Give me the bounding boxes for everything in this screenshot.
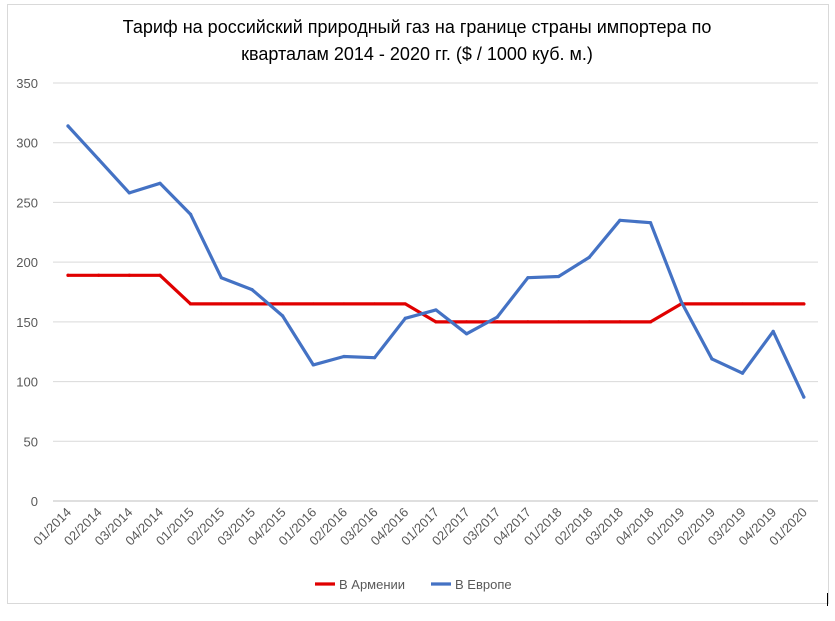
data-point: [526, 276, 530, 280]
data-point: [771, 329, 775, 334]
data-point: [403, 302, 407, 306]
edge-mark: [827, 593, 828, 606]
y-tick-label: 100: [16, 375, 38, 390]
y-tick-label: 350: [16, 76, 38, 91]
x-axis-ticks: 01/201402/201403/201404/201401/201502/20…: [30, 505, 810, 549]
data-point: [311, 302, 315, 306]
data-point: [495, 315, 499, 319]
data-point: [802, 395, 806, 399]
data-point: [526, 320, 530, 324]
data-point: [434, 320, 438, 324]
data-point: [127, 191, 131, 195]
data-point: [158, 273, 162, 277]
data-point: [250, 288, 254, 292]
legend: В Армении В Европе: [315, 577, 512, 592]
data-point: [710, 357, 714, 361]
data-point: [281, 314, 285, 318]
data-point: [464, 320, 469, 324]
data-point: [311, 363, 315, 367]
y-axis-ticks: 0 50 100 150 200 250 300 350: [16, 76, 38, 509]
chart-title-line-2: кварталам 2014 - 2020 гг. ($ / 1000 куб.…: [241, 44, 593, 64]
data-point: [434, 308, 438, 312]
data-point: [740, 371, 745, 375]
data-point: [556, 274, 561, 279]
data-point: [618, 218, 622, 222]
data-point: [250, 302, 254, 306]
data-point: [66, 273, 70, 277]
data-point: [219, 302, 223, 306]
y-tick-label: 150: [16, 315, 38, 330]
y-tick-label: 200: [16, 255, 38, 270]
data-point: [679, 299, 683, 304]
data-point: [189, 212, 193, 216]
gridlines: [53, 82, 818, 502]
legend-label-1: В Европе: [455, 577, 512, 592]
data-point: [648, 221, 653, 225]
data-point: [618, 320, 622, 324]
data-point: [373, 356, 377, 360]
series-line-1: [66, 124, 806, 399]
y-tick-label: 50: [24, 434, 38, 449]
data-point: [710, 302, 714, 306]
data-point: [587, 320, 591, 324]
data-point: [219, 276, 223, 280]
data-point: [342, 354, 346, 359]
data-point: [740, 302, 745, 306]
data-point: [189, 302, 193, 306]
data-point: [464, 332, 469, 336]
data-point: [342, 302, 346, 306]
chart-title-line-1: Тариф на российский природный газ на гра…: [123, 17, 712, 37]
data-point: [66, 124, 70, 128]
series-line-0: [66, 273, 806, 324]
data-point: [587, 255, 591, 259]
data-point: [127, 273, 131, 277]
y-tick-label: 250: [16, 195, 38, 210]
data-point: [771, 302, 775, 306]
data-point: [648, 320, 653, 324]
data-point: [802, 302, 806, 306]
y-tick-label: 300: [16, 136, 38, 151]
data-point: [495, 320, 499, 324]
series-lines: [66, 124, 806, 399]
data-point: [556, 320, 561, 324]
data-point: [403, 316, 407, 320]
data-point: [158, 181, 162, 185]
data-point: [97, 273, 101, 277]
data-point: [281, 302, 285, 306]
legend-label-0: В Армении: [339, 577, 405, 592]
data-point: [373, 302, 377, 306]
data-point: [97, 157, 101, 162]
y-tick-label: 0: [31, 494, 38, 509]
